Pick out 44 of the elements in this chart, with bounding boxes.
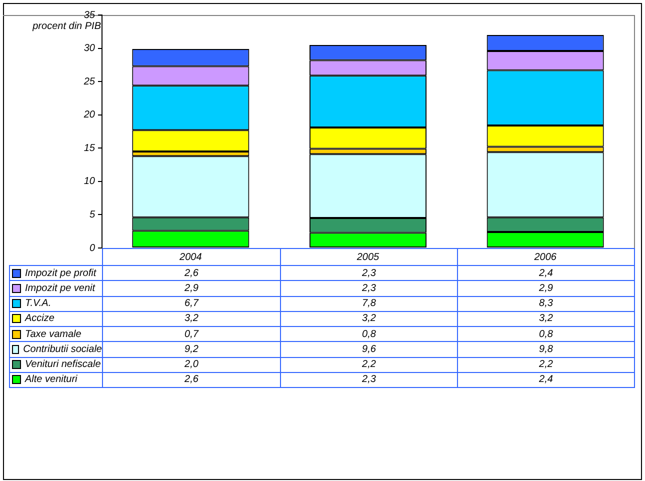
x-tick-label: 2006 [533,252,557,263]
data-label: 2,6 [184,268,198,279]
y-tick-label: 25 [82,76,96,88]
data-label: 0,8 [539,328,553,340]
data-label: 2,3 [362,268,376,279]
legend-label: Impozit pe profit [25,268,96,279]
y-tick-label: 0 [89,242,96,254]
data-label: 2,0 [184,359,198,370]
x-tick-label: 2004 [178,252,202,263]
data-label: 2,2 [362,359,376,370]
data-label: 3,2 [362,313,376,324]
data-label: 2,4 [539,268,553,279]
legend-label: Taxe vamale [25,328,82,340]
y-tick-label: 30 [84,43,96,54]
data-label: 8,3 [539,298,553,310]
legend-label: Impozit pe venit [25,282,96,294]
data-label: 2,6 [184,374,198,386]
data-label: 9,8 [539,344,553,355]
y-tick-label: 35 [84,10,96,21]
data-label: 9,2 [184,344,198,355]
data-label: 2,4 [539,374,553,386]
legend-label: Contributii sociale [23,344,102,355]
data-label: 7,8 [362,298,376,310]
data-label: 6,7 [184,298,198,310]
legend-label: Venituri nefiscale [25,359,101,370]
y-axis-title: procent din PIB [32,20,102,32]
y-tick-label: 10 [84,176,96,188]
data-label: 0,7 [184,328,198,340]
data-label: 2,9 [184,282,198,294]
data-label: 9,6 [362,344,376,355]
data-label: 3,2 [184,313,198,324]
legend-label: T.V.A. [25,298,52,310]
data-label: 2,9 [539,282,553,294]
data-label: 2,2 [539,359,553,370]
y-tick-label: 5 [89,209,96,220]
y-tick-label: 15 [84,142,96,154]
y-tick-label: 20 [82,110,96,121]
data-label: 0,8 [362,328,376,340]
data-label: 2,3 [362,374,376,386]
legend-label: Alte venituri [25,374,78,386]
data-label: 2,3 [362,282,376,294]
x-tick-label: 2005 [356,252,380,263]
data-label: 3,2 [539,313,553,324]
legend-label: Accize [25,313,54,324]
